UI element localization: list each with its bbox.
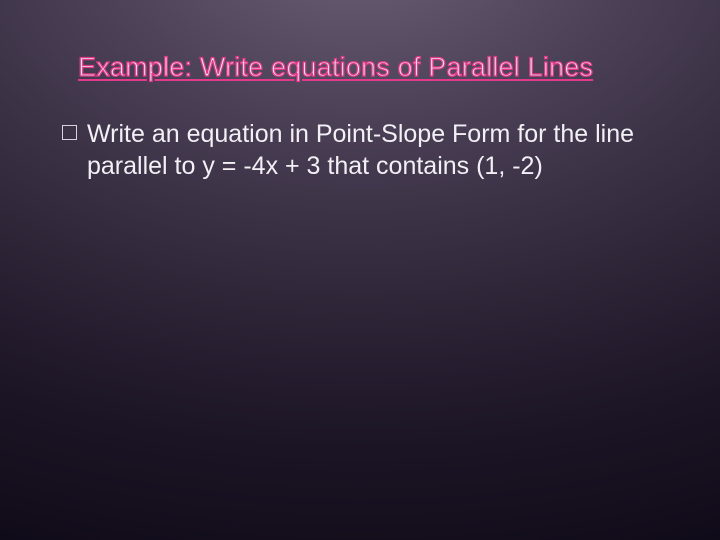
bullet-item: Write an equation in Point-Slope Form fo…	[62, 118, 660, 182]
slide-body: Write an equation in Point-Slope Form fo…	[62, 118, 660, 182]
hollow-square-icon	[62, 125, 77, 140]
bullet-text: Write an equation in Point-Slope Form fo…	[87, 118, 660, 182]
slide-title: Example: Write equations of Parallel Lin…	[78, 52, 593, 83]
slide: Example: Write equations of Parallel Lin…	[0, 0, 720, 540]
